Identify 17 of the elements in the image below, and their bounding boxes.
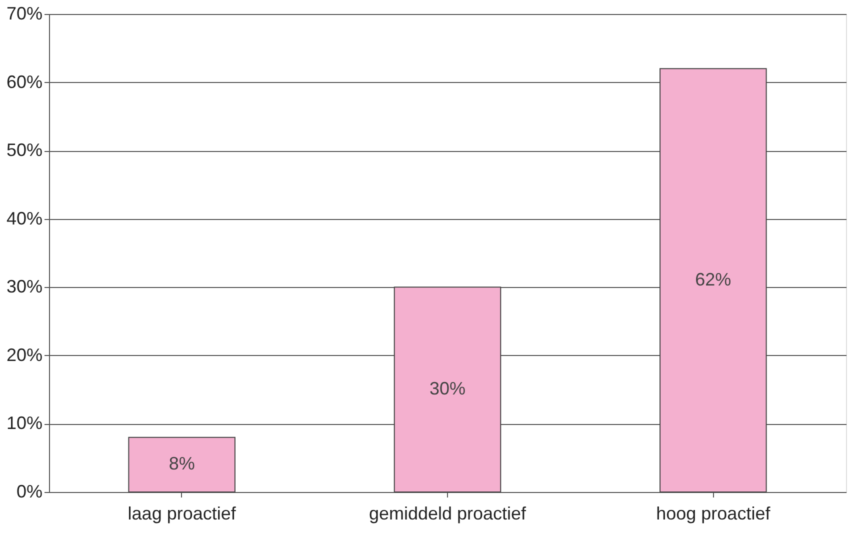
- bar: [660, 68, 767, 492]
- y-tick-label: 60%: [6, 72, 42, 92]
- data-label: 62%: [695, 269, 732, 290]
- bar: [128, 436, 236, 492]
- x-tick-label: laag proactief: [128, 504, 237, 524]
- y-tick-label: 50%: [6, 140, 42, 160]
- data-label: 30%: [429, 378, 466, 399]
- y-tick-label: 70%: [6, 4, 42, 24]
- y-tick-label: 20%: [6, 344, 42, 365]
- y-tick-label: 30%: [6, 276, 42, 297]
- y-tick-label: 40%: [6, 208, 42, 228]
- y-tick-label: 10%: [6, 413, 42, 434]
- data-label: 8%: [168, 454, 195, 474]
- bar: [394, 286, 502, 492]
- x-tick-label: gemiddeld proactief: [368, 504, 528, 524]
- x-tick-label: hoog proactief: [656, 504, 772, 524]
- y-tick-label: 0%: [16, 482, 42, 502]
